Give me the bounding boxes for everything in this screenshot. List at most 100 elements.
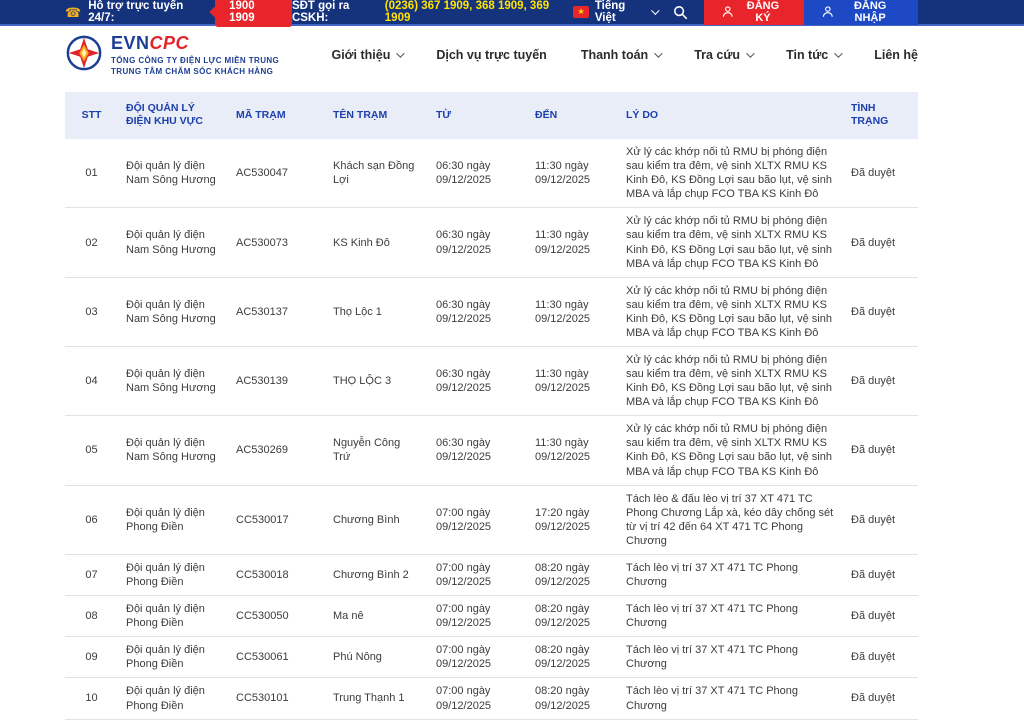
cell-from: 06:30 ngày 09/12/2025 (436, 298, 492, 325)
column-header: TÊN TRẠM (325, 91, 428, 140)
nav-item[interactable]: Liên hệ (874, 48, 918, 62)
phone-icon: ☎ (65, 4, 82, 20)
cell-status: Đã duyệt (851, 568, 896, 581)
chevron-down-icon (654, 49, 663, 58)
cell-from: 07:00 ngày 09/12/2025 (436, 506, 492, 533)
cell-station-name: Chương Bình 2 (333, 568, 409, 581)
cell-reason: Xử lý các khớp nối tủ RMU bị phóng điện … (626, 146, 832, 201)
nav-item[interactable]: Tin tức (786, 48, 843, 62)
chevron-down-icon (834, 49, 843, 58)
table-row[interactable]: 10 Đội quản lý điện Phong Điền CC530101 … (65, 678, 918, 720)
cell-station-code: CC530050 (236, 610, 289, 623)
nav-item[interactable]: Thanh toán (581, 48, 663, 62)
cell-to: 17:20 ngày 09/12/2025 (535, 506, 591, 533)
table-row[interactable]: 01 Đội quản lý điện Nam Sông Hương AC530… (65, 139, 918, 208)
support-label: Hỗ trợ trực tuyến 24/7: (88, 0, 184, 24)
cell-reason: Tách lèo vị trí 37 XT 471 TC Phong Chươn… (626, 603, 799, 630)
nav-item[interactable]: Tra cứu (694, 48, 755, 62)
cell-station-code: CC530017 (236, 513, 289, 526)
table-row[interactable]: 09 Đội quản lý điện Phong Điền CC530061 … (65, 637, 918, 678)
table-row[interactable]: 03 Đội quản lý điện Nam Sông Hương AC530… (65, 277, 918, 347)
nav-item-label: Liên hệ (874, 47, 918, 62)
cell-stt: 05 (85, 444, 98, 457)
cell-team: Đội quản lý điện Nam Sông Hương (126, 160, 216, 187)
cell-station-name: Ma nê (333, 610, 364, 623)
cell-from: 07:00 ngày 09/12/2025 (436, 561, 492, 589)
outage-table-section: STT ĐỘI QUẢN LÝ ĐIỆN KHU VỰC MÃ TRẠM TÊN TR… (65, 91, 918, 720)
column-header: TÌNH TRẠNG (843, 91, 918, 140)
cskh-numbers: (0236) 367 1909, 368 1909, 369 1909 (384, 0, 550, 24)
cell-status: Đã duyệt (851, 305, 896, 318)
cell-to: 08:20 ngày 09/12/2025 (535, 644, 591, 671)
chevron-down-icon (746, 49, 755, 58)
table-row[interactable]: 06 Đội quản lý điện Phong Điền CC530017 … (65, 485, 918, 555)
table-row[interactable]: 07 Đội quản lý điện Phong Điền CC530018 … (65, 554, 918, 596)
cell-station-name: Nguyễn Công Trứ (333, 437, 401, 464)
brand-name: EVNCPC (111, 33, 190, 53)
search-icon (673, 5, 687, 19)
table-row[interactable]: 08 Đội quản lý điện Phong Điền CC530050 … (65, 596, 918, 637)
cell-station-name: Thọ Lộc 1 (333, 305, 382, 318)
nav-item[interactable]: Giới thiệu (331, 47, 406, 62)
chevron-down-icon (651, 6, 660, 15)
cell-status: Đã duyệt (851, 692, 896, 705)
column-header: ĐẾN (527, 91, 618, 140)
cell-from: 06:30 ngày 09/12/2025 (436, 160, 492, 187)
login-button[interactable]: ĐĂNG NHẬP (803, 0, 918, 25)
cell-reason: Tách lèo vị trí 37 XT 471 TC Phong Chươn… (626, 685, 799, 712)
cell-status: Đã duyệt (851, 651, 896, 664)
cell-station-code: AC530269 (236, 444, 288, 457)
table-row[interactable]: 05 Đội quản lý điện Nam Sông Hương AC530… (65, 416, 918, 486)
cell-station-code: AC530047 (236, 167, 288, 180)
cell-stt: 09 (85, 651, 98, 664)
cell-status: Đã duyệt (851, 610, 896, 623)
cell-from: 06:30 ngày 09/12/2025 (436, 368, 492, 395)
column-header: ĐỘI QUẢN LÝ ĐIỆN KHU VỰC (118, 91, 228, 140)
cell-reason: Tách lèo vị trí 37 XT 471 TC Phong Chươn… (626, 561, 799, 589)
cell-stt: 02 (85, 236, 98, 249)
table-header-row: STT ĐỘI QUẢN LÝ ĐIỆN KHU VỰC MÃ TRẠM TÊN TR… (65, 91, 918, 140)
cell-station-name: THỌ LỘC 3 (333, 375, 392, 388)
nav-item-label: Dịch vụ trực tuyến (436, 47, 547, 62)
cell-station-name: Trung Thạnh 1 (333, 692, 405, 705)
cell-stt: 07 (85, 568, 98, 581)
cell-station-code: AC530139 (236, 375, 288, 388)
language-selector[interactable]: Tiếng Việt (594, 0, 626, 24)
cell-from: 06:30 ngày 09/12/2025 (436, 437, 492, 464)
column-header: MÃ TRẠM (228, 91, 325, 140)
cell-station-code: CC530101 (236, 692, 289, 705)
cell-stt: 08 (85, 610, 98, 623)
cskh-label: SĐT gọi ra CSKH: (291, 0, 350, 24)
cell-to: 11:30 ngày 09/12/2025 (535, 368, 591, 395)
cell-status: Đã duyệt (851, 167, 896, 180)
evn-logo-icon (66, 35, 102, 71)
table-row[interactable]: 04 Đội quản lý điện Nam Sông Hương AC530… (65, 347, 918, 416)
cell-reason: Tách lèo & đấu lèo vị trí 37 XT 471 TC P… (626, 492, 834, 547)
nav-item[interactable]: Dịch vụ trực tuyến (436, 48, 546, 62)
register-button[interactable]: ĐĂNG KÝ (703, 0, 804, 25)
cell-station-code: AC530137 (236, 305, 288, 318)
cell-station-code: AC530073 (236, 236, 288, 249)
table-row[interactable]: 02 Đội quản lý điện Nam Sông Hương AC530… (65, 208, 918, 278)
cell-team: Đội quản lý điện Nam Sông Hương (126, 368, 216, 395)
cell-status: Đã duyệt (851, 513, 896, 526)
cell-reason: Tách lèo vị trí 37 XT 471 TC Phong Chươn… (626, 644, 799, 671)
user-icon (722, 6, 733, 17)
column-header: LÝ DO (618, 91, 843, 140)
cell-team: Đội quản lý điện Phong Điền (126, 644, 205, 671)
cell-stt: 10 (85, 692, 98, 705)
cell-to: 08:20 ngày 09/12/2025 (535, 685, 591, 712)
chevron-down-icon (396, 49, 406, 58)
support-group: ☎ Hỗ trợ trực tuyến 24/7: 1900 1909 (65, 0, 292, 27)
search-button[interactable] (673, 5, 688, 20)
topbar: ☎ Hỗ trợ trực tuyến 24/7: 1900 1909 SĐT … (0, 0, 1024, 27)
cell-team: Đội quản lý điện Phong Điền (126, 685, 205, 712)
column-header: STT (65, 91, 118, 140)
cell-reason: Xử lý các khớp nối tủ RMU bị phóng điện … (626, 423, 832, 478)
brand-logo[interactable]: EVNCPC TỔNG CÔNG TY ĐIỆN LỰC MIỀN TRUNG … (65, 33, 279, 76)
cell-station-code: CC530061 (236, 651, 289, 664)
nav-item-label: Giới thiệu (331, 47, 391, 62)
cell-from: 07:00 ngày 09/12/2025 (436, 644, 492, 671)
hotline-badge[interactable]: 1900 1909 (215, 0, 292, 27)
login-label: ĐĂNG NHẬP (853, 0, 887, 24)
